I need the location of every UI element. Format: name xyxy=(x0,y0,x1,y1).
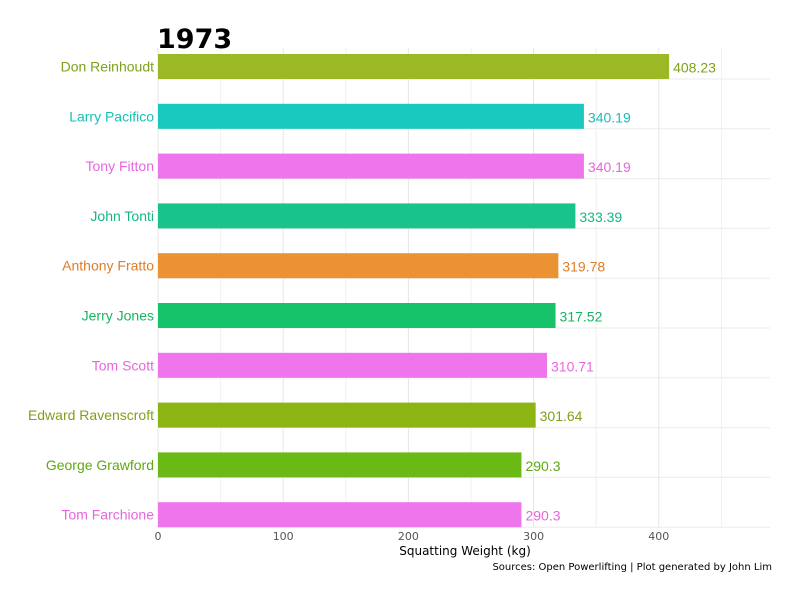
bar xyxy=(158,402,536,428)
bar xyxy=(158,103,584,129)
value-label: 301.64 xyxy=(540,408,583,424)
x-tick-label: 300 xyxy=(523,530,544,543)
value-label: 340.19 xyxy=(588,109,631,125)
value-label: 333.39 xyxy=(579,209,622,225)
bar xyxy=(158,352,548,378)
bar xyxy=(158,153,584,179)
x-tick-label: 100 xyxy=(273,530,294,543)
chart-title: 1973 xyxy=(157,24,232,55)
bar xyxy=(158,54,670,79)
value-label: 317.52 xyxy=(560,309,603,325)
bar xyxy=(158,452,522,478)
x-tick-label: 200 xyxy=(398,530,419,543)
bar-layer xyxy=(158,54,670,528)
bar xyxy=(158,203,576,229)
category-label: Tom Scott xyxy=(92,357,154,373)
x-tick-label: 0 xyxy=(155,530,162,543)
value-label: 290.3 xyxy=(525,458,560,474)
value-label: 319.78 xyxy=(562,259,605,275)
category-label: Anthony Fratto xyxy=(62,258,154,274)
value-label: 290.3 xyxy=(525,508,560,524)
category-label: Tony Fitton xyxy=(86,158,154,174)
category-label: Edward Ravenscroft xyxy=(28,407,154,423)
value-label: 310.71 xyxy=(551,358,594,374)
category-label: George Grawford xyxy=(46,457,154,473)
bar xyxy=(158,303,556,328)
category-label: John Tonti xyxy=(90,208,154,224)
chart-caption: Sources: Open Powerlifting | Plot genera… xyxy=(492,562,772,573)
category-label: Larry Pacifico xyxy=(69,108,154,124)
label-layer: 0 100 200 300 400 Don Reinhoudt 408.23 Larry Pa… xyxy=(28,59,716,544)
category-label: Tom Farchione xyxy=(61,507,154,523)
x-axis-title: Squatting Weight (kg) xyxy=(399,544,531,558)
x-tick-label: 400 xyxy=(648,530,669,543)
bar xyxy=(158,502,522,528)
value-label: 340.19 xyxy=(588,159,631,175)
category-label: Jerry Jones xyxy=(82,308,154,324)
value-label: 408.23 xyxy=(673,60,716,76)
category-label: Don Reinhoudt xyxy=(61,59,155,75)
bar xyxy=(158,253,559,279)
